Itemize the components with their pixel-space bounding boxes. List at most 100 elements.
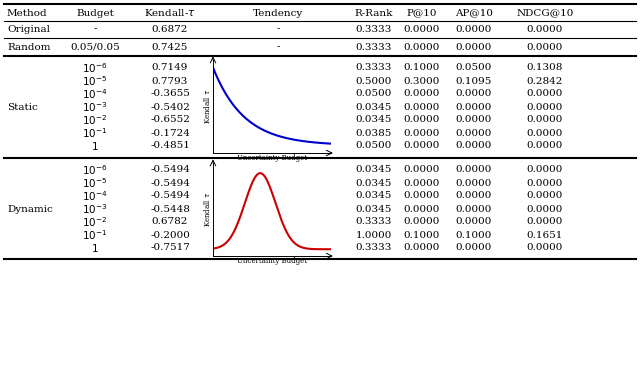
Text: 0.0000: 0.0000 xyxy=(456,25,492,34)
Text: -0.3655: -0.3655 xyxy=(150,90,190,99)
Text: 0.7149: 0.7149 xyxy=(152,63,188,72)
Text: 0.0000: 0.0000 xyxy=(456,165,492,174)
Text: 0.6872: 0.6872 xyxy=(152,25,188,34)
Text: 0.0345: 0.0345 xyxy=(356,165,392,174)
Text: 0.0000: 0.0000 xyxy=(404,204,440,213)
Text: 1.0000: 1.0000 xyxy=(356,231,392,240)
Text: 0.0000: 0.0000 xyxy=(456,43,492,52)
Text: 0.0000: 0.0000 xyxy=(527,115,563,124)
Text: Random: Random xyxy=(7,43,51,52)
Text: 0.0000: 0.0000 xyxy=(456,244,492,253)
Y-axis label: Kendall $\tau$: Kendall $\tau$ xyxy=(202,89,212,124)
Text: 0.3333: 0.3333 xyxy=(356,43,392,52)
Text: 0.0000: 0.0000 xyxy=(404,165,440,174)
Text: 0.0000: 0.0000 xyxy=(456,217,492,226)
Text: 0.05/0.05: 0.05/0.05 xyxy=(70,43,120,52)
Text: $10^{-6}$: $10^{-6}$ xyxy=(83,61,108,75)
Text: 0.0500: 0.0500 xyxy=(456,63,492,72)
Text: $10^{-5}$: $10^{-5}$ xyxy=(83,74,108,88)
Text: 0.0000: 0.0000 xyxy=(527,90,563,99)
Text: 0.3333: 0.3333 xyxy=(356,244,392,253)
Text: -0.5494: -0.5494 xyxy=(150,165,190,174)
Text: 0.0000: 0.0000 xyxy=(404,217,440,226)
Text: 0.0000: 0.0000 xyxy=(527,43,563,52)
Text: $10^{-4}$: $10^{-4}$ xyxy=(82,87,108,101)
Text: 0.0000: 0.0000 xyxy=(404,115,440,124)
Text: 0.0000: 0.0000 xyxy=(404,43,440,52)
Text: 0.2842: 0.2842 xyxy=(527,77,563,86)
Text: -0.2000: -0.2000 xyxy=(150,231,190,240)
Text: $10^{-2}$: $10^{-2}$ xyxy=(83,113,108,127)
Text: 0.0000: 0.0000 xyxy=(527,102,563,111)
Text: 0.0000: 0.0000 xyxy=(404,142,440,151)
Text: 0.1000: 0.1000 xyxy=(404,63,440,72)
Text: $10^{-1}$: $10^{-1}$ xyxy=(83,228,108,242)
Text: R-Rank: R-Rank xyxy=(355,9,393,18)
Text: 0.0500: 0.0500 xyxy=(356,142,392,151)
Text: 0.7425: 0.7425 xyxy=(152,43,188,52)
Text: -0.5448: -0.5448 xyxy=(150,204,190,213)
Text: 0.3333: 0.3333 xyxy=(356,217,392,226)
Text: 0.0000: 0.0000 xyxy=(456,115,492,124)
Text: -0.6552: -0.6552 xyxy=(150,115,190,124)
Text: 0.0000: 0.0000 xyxy=(404,129,440,138)
Y-axis label: Kendall $\tau$: Kendall $\tau$ xyxy=(202,192,212,227)
Text: Dynamic: Dynamic xyxy=(7,204,52,213)
Text: 0.0000: 0.0000 xyxy=(527,25,563,34)
Text: 0.0345: 0.0345 xyxy=(356,115,392,124)
Text: Budget: Budget xyxy=(76,9,114,18)
Text: $10^{-2}$: $10^{-2}$ xyxy=(83,215,108,229)
Text: 0.1651: 0.1651 xyxy=(527,231,563,240)
Text: -0.7517: -0.7517 xyxy=(150,244,190,253)
Text: 0.0000: 0.0000 xyxy=(456,192,492,201)
Text: $10^{-5}$: $10^{-5}$ xyxy=(83,176,108,190)
Text: 0.0000: 0.0000 xyxy=(456,179,492,188)
Text: Kendall-$\tau$: Kendall-$\tau$ xyxy=(144,7,196,18)
Text: 0.3333: 0.3333 xyxy=(356,63,392,72)
Text: 0.3000: 0.3000 xyxy=(404,77,440,86)
Text: 0.1308: 0.1308 xyxy=(527,63,563,72)
Text: -: - xyxy=(93,25,97,34)
Text: -0.4851: -0.4851 xyxy=(150,142,190,151)
Text: 0.0000: 0.0000 xyxy=(456,142,492,151)
Text: P@10: P@10 xyxy=(407,9,437,18)
Text: $10^{-6}$: $10^{-6}$ xyxy=(83,163,108,177)
Text: 0.1095: 0.1095 xyxy=(456,77,492,86)
Text: -: - xyxy=(276,43,280,52)
X-axis label: Uncertainty Budget: Uncertainty Budget xyxy=(237,154,307,162)
Text: 0.0385: 0.0385 xyxy=(356,129,392,138)
Text: -0.5494: -0.5494 xyxy=(150,179,190,188)
Text: -0.5494: -0.5494 xyxy=(150,192,190,201)
Text: 0.0000: 0.0000 xyxy=(456,129,492,138)
Text: 0.0345: 0.0345 xyxy=(356,192,392,201)
Text: 0.0345: 0.0345 xyxy=(356,102,392,111)
Text: 0.0000: 0.0000 xyxy=(527,142,563,151)
X-axis label: Uncertainty Budget: Uncertainty Budget xyxy=(237,257,307,265)
Text: 0.0345: 0.0345 xyxy=(356,204,392,213)
Text: $10^{-3}$: $10^{-3}$ xyxy=(83,100,108,114)
Text: 0.1000: 0.1000 xyxy=(404,231,440,240)
Text: 0.0000: 0.0000 xyxy=(456,102,492,111)
Text: 0.0000: 0.0000 xyxy=(527,204,563,213)
Text: 0.0000: 0.0000 xyxy=(527,217,563,226)
Text: 0.0000: 0.0000 xyxy=(527,165,563,174)
Text: $1$: $1$ xyxy=(91,140,99,152)
Text: 0.0000: 0.0000 xyxy=(527,129,563,138)
Text: Tendency: Tendency xyxy=(253,9,303,18)
Text: 0.0000: 0.0000 xyxy=(456,204,492,213)
Text: NDCG@10: NDCG@10 xyxy=(516,9,573,18)
Text: $10^{-3}$: $10^{-3}$ xyxy=(83,202,108,216)
Text: 0.0000: 0.0000 xyxy=(527,244,563,253)
Text: -: - xyxy=(276,25,280,34)
Text: $1$: $1$ xyxy=(91,242,99,254)
Text: Static: Static xyxy=(7,102,38,111)
Text: 0.0000: 0.0000 xyxy=(404,25,440,34)
Text: 0.5000: 0.5000 xyxy=(356,77,392,86)
Text: 0.0000: 0.0000 xyxy=(404,244,440,253)
Text: Method: Method xyxy=(7,9,47,18)
Text: 0.0000: 0.0000 xyxy=(404,102,440,111)
Text: $10^{-1}$: $10^{-1}$ xyxy=(83,126,108,140)
Text: Original: Original xyxy=(7,25,50,34)
Text: 0.0000: 0.0000 xyxy=(456,90,492,99)
Text: -0.5402: -0.5402 xyxy=(150,102,190,111)
